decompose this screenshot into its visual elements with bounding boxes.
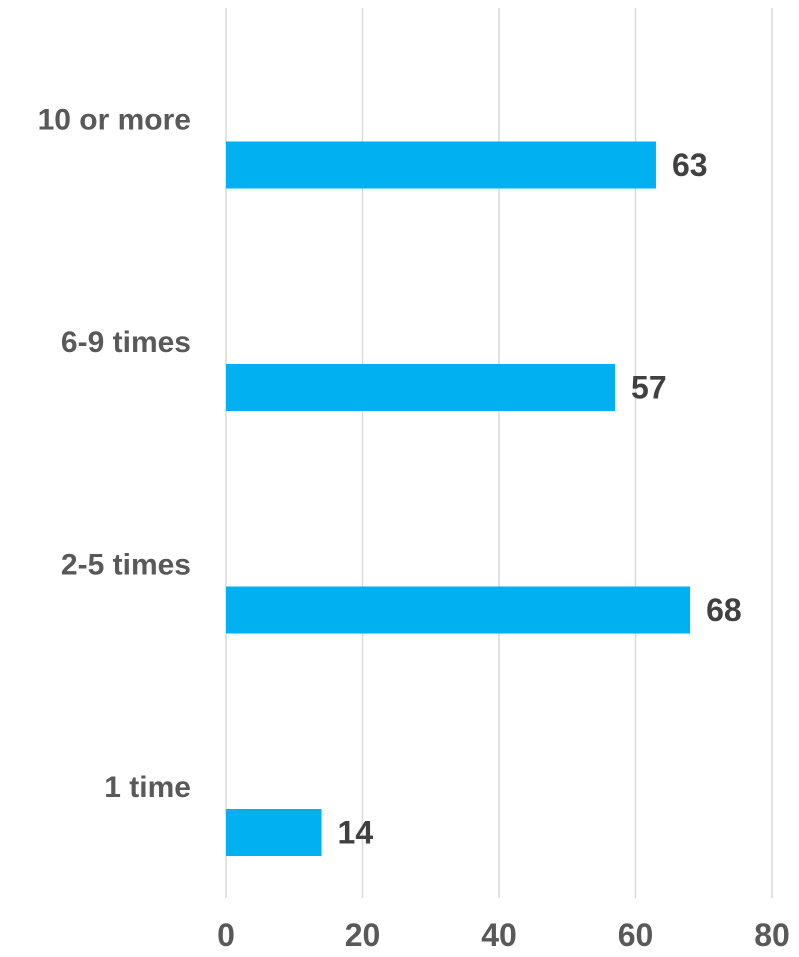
category-label-6-9-times: 6-9 times [61, 326, 191, 359]
data-label-10-or-more: 63 [672, 147, 708, 183]
bar-2-5-times [226, 586, 691, 634]
x-tick-label-80: 80 [754, 917, 790, 953]
x-tick-label-20: 20 [345, 917, 381, 953]
bar-1-time [226, 809, 322, 856]
category-label-10-or-more: 10 or more [38, 104, 191, 137]
data-label-2-5-times: 68 [706, 592, 742, 628]
data-labels: 63 57 68 14 [338, 147, 742, 851]
bar-6-9-times [226, 364, 616, 411]
category-label-2-5-times: 2-5 times [61, 549, 191, 582]
category-labels: 10 or more 6-9 times 2-5 times 1 time [38, 104, 191, 805]
data-label-6-9-times: 57 [631, 370, 667, 406]
x-tick-label-0: 0 [217, 917, 235, 953]
x-tick-label-40: 40 [481, 917, 517, 953]
data-label-1-time: 14 [338, 815, 374, 851]
bar-10-or-more [226, 141, 656, 189]
x-axis-ticks: 0 20 40 60 80 [217, 917, 790, 953]
bars [226, 141, 691, 856]
x-tick-label-60: 60 [618, 917, 654, 953]
category-label-1-time: 1 time [104, 771, 191, 804]
